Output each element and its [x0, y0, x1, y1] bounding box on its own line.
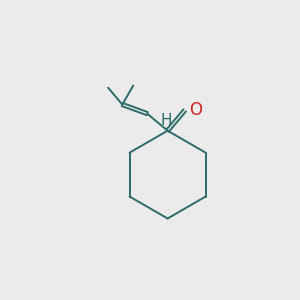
Text: H: H	[161, 113, 172, 128]
Text: O: O	[189, 101, 202, 119]
